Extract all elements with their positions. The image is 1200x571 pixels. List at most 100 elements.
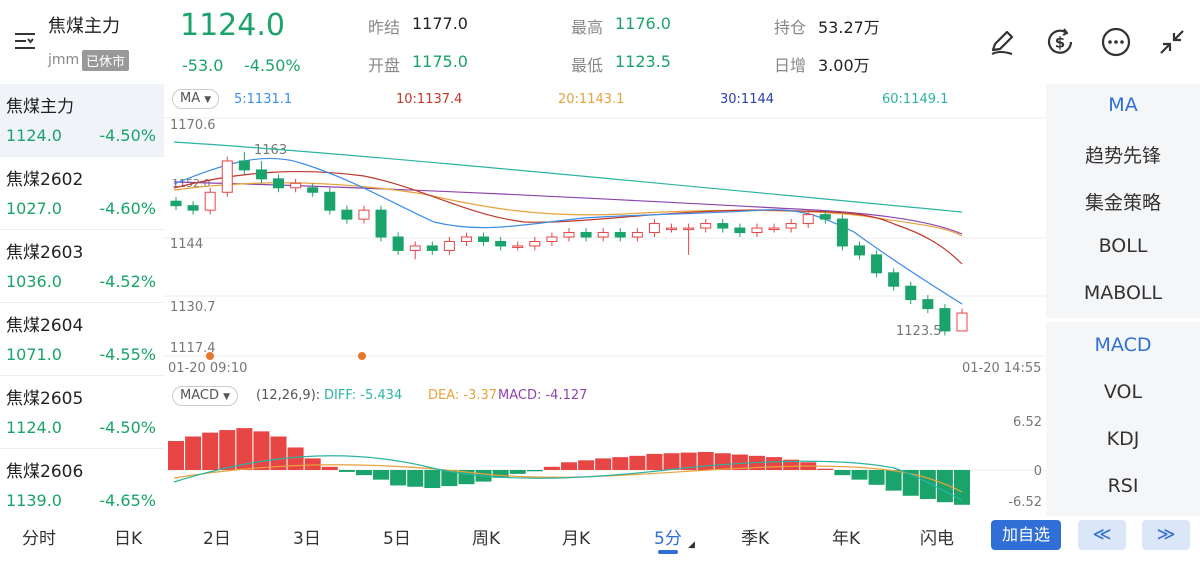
tab-monthly-k[interactable]: 月K xyxy=(562,529,591,549)
last-price: 1124.0 xyxy=(180,8,285,43)
contract-item[interactable]: 焦煤2606 1139.0 -4.65% xyxy=(0,449,164,522)
stat-label-open: 开盘 xyxy=(368,56,401,75)
ma60-value: 60:1149.1 xyxy=(882,92,949,107)
contract-item[interactable]: 焦煤2605 1124.0 -4.50% xyxy=(0,376,164,449)
market-status-badge: 已休市 xyxy=(82,50,130,71)
indicator-macd[interactable]: MACD xyxy=(1094,334,1152,356)
contract-price: 1036.0 xyxy=(6,272,62,291)
macd-bar xyxy=(168,441,184,470)
indicator-fund-strategy[interactable]: 集金策略 xyxy=(1084,192,1161,214)
tab-dropdown-icon[interactable]: ◢ xyxy=(688,540,695,550)
macd-bar xyxy=(680,452,697,470)
candle-body xyxy=(580,232,592,238)
contract-price: 1071.0 xyxy=(6,345,62,364)
macd-axis-bottom: -6.52 xyxy=(1008,495,1042,510)
candle-body xyxy=(939,308,951,332)
stat-label-high: 最高 xyxy=(571,18,604,37)
macd-bar xyxy=(304,458,321,470)
macd-bar xyxy=(526,470,543,472)
contract-price: 1124.0 xyxy=(6,126,62,145)
contract-item[interactable]: 焦煤2604 1071.0 -4.55% xyxy=(0,303,164,376)
event-marker[interactable] xyxy=(358,352,366,360)
macd-bar xyxy=(185,436,202,470)
indicator-trend-pioneer[interactable]: 趋势先锋 xyxy=(1084,145,1161,167)
candle-body xyxy=(666,227,678,231)
tab-5day[interactable]: 5日 xyxy=(383,529,411,549)
candle-body xyxy=(751,227,763,234)
contract-change-pct: -4.65% xyxy=(99,491,156,510)
add-watchlist-button[interactable]: 加自选 xyxy=(991,520,1061,550)
macd-bar xyxy=(236,428,253,470)
tab-5min[interactable]: 5分 xyxy=(654,529,682,549)
tab-2day[interactable]: 2日 xyxy=(203,529,231,549)
ma-selector-label: MA xyxy=(180,91,201,106)
candle-body xyxy=(905,285,917,301)
contract-name: 焦煤2605 xyxy=(6,389,84,409)
indicator-maboll[interactable]: MABOLL xyxy=(1083,282,1163,304)
stat-label-daily-increase: 日增 xyxy=(774,56,807,75)
dollar-refresh-icon[interactable]: $ xyxy=(1044,26,1076,58)
macd-bar xyxy=(834,470,851,476)
tab-weekly-k[interactable]: 周K xyxy=(472,529,501,549)
time-axis-end: 01-20 14:55 xyxy=(962,361,1041,376)
ma5-value: 5:1131.1 xyxy=(234,92,293,107)
macd-bar xyxy=(714,453,731,470)
tab-intraday[interactable]: 分时 xyxy=(22,529,56,549)
contract-list: 焦煤主力 1124.0 -4.50% 焦煤2602 1027.0 -4.60% … xyxy=(0,84,164,516)
tab-yearly-k[interactable]: 年K xyxy=(832,529,861,549)
contract-item[interactable]: 焦煤主力 1124.0 -4.50% xyxy=(0,84,164,157)
tab-lightning[interactable]: 闪电 xyxy=(920,529,954,549)
contract-change-pct: -4.55% xyxy=(99,345,156,364)
contract-price: 1139.0 xyxy=(6,491,62,510)
macd-bar xyxy=(543,466,560,470)
contract-name: 焦煤2603 xyxy=(6,243,84,263)
stat-value-prev-settle: 1177.0 xyxy=(412,14,468,33)
candle-body xyxy=(785,223,797,229)
macd-chart: 6.52 0 -6.52 xyxy=(164,415,1046,510)
time-axis-start: 01-20 09:10 xyxy=(168,361,247,376)
candle-body xyxy=(409,245,421,251)
macd-bar xyxy=(287,447,304,470)
indicator-boll[interactable]: BOLL xyxy=(1098,235,1148,257)
candle-body xyxy=(836,218,848,247)
contract-price: 1027.0 xyxy=(6,199,62,218)
stat-value-open: 1175.0 xyxy=(412,52,468,71)
moving-average-lines xyxy=(173,141,963,305)
candle-body xyxy=(273,178,285,189)
macd-bar xyxy=(766,457,783,470)
ma20-value: 20:1143.1 xyxy=(558,92,625,107)
low-price-mark: 1123.5 xyxy=(896,324,942,339)
candle-body xyxy=(734,227,746,234)
event-marker[interactable] xyxy=(206,352,214,360)
ma30-value: 30:1144 xyxy=(720,92,775,107)
candlestick-chart: 1170.6 1144 1130.7 1117.4 1152.0 1163 11… xyxy=(164,117,1046,376)
indicator-vol[interactable]: VOL xyxy=(1103,381,1143,403)
candle-body xyxy=(631,232,643,238)
more-icon[interactable] xyxy=(1100,26,1132,58)
tab-daily-k[interactable]: 日K xyxy=(114,529,143,549)
candle-body xyxy=(443,240,455,251)
next-button[interactable]: ≫ xyxy=(1142,520,1190,550)
tab-quarterly-k[interactable]: 季K xyxy=(741,529,770,549)
ma-selector[interactable]: MA ▼ xyxy=(172,89,220,109)
ma10-line xyxy=(173,170,963,265)
draw-icon[interactable] xyxy=(986,26,1018,58)
candle-body xyxy=(853,245,865,256)
indicator-rsi[interactable]: RSI xyxy=(1107,475,1139,497)
prev-button[interactable]: ≪ xyxy=(1078,520,1126,550)
ma5-line xyxy=(173,157,963,305)
kline-chart-area[interactable]: MA ▼ 5:1131.1 10:1137.4 20:1143.1 30:114… xyxy=(164,84,1046,516)
contract-item[interactable]: 焦煤2603 1036.0 -4.52% xyxy=(0,230,164,303)
collapse-icon[interactable] xyxy=(1156,26,1188,58)
menu-icon[interactable] xyxy=(12,28,38,54)
contract-price: 1124.0 xyxy=(6,418,62,437)
macd-bar xyxy=(509,470,526,474)
contract-item[interactable]: 焦煤2602 1027.0 -4.60% xyxy=(0,157,164,230)
indicator-ma[interactable]: MA xyxy=(1108,94,1138,116)
candle-body xyxy=(478,236,490,242)
tab-3day[interactable]: 3日 xyxy=(293,529,321,549)
indicator-kdj[interactable]: KDJ xyxy=(1106,428,1140,450)
candle-body xyxy=(495,240,507,247)
macd-selector[interactable]: MACD ▼ xyxy=(172,386,239,406)
candle-body xyxy=(426,245,438,251)
